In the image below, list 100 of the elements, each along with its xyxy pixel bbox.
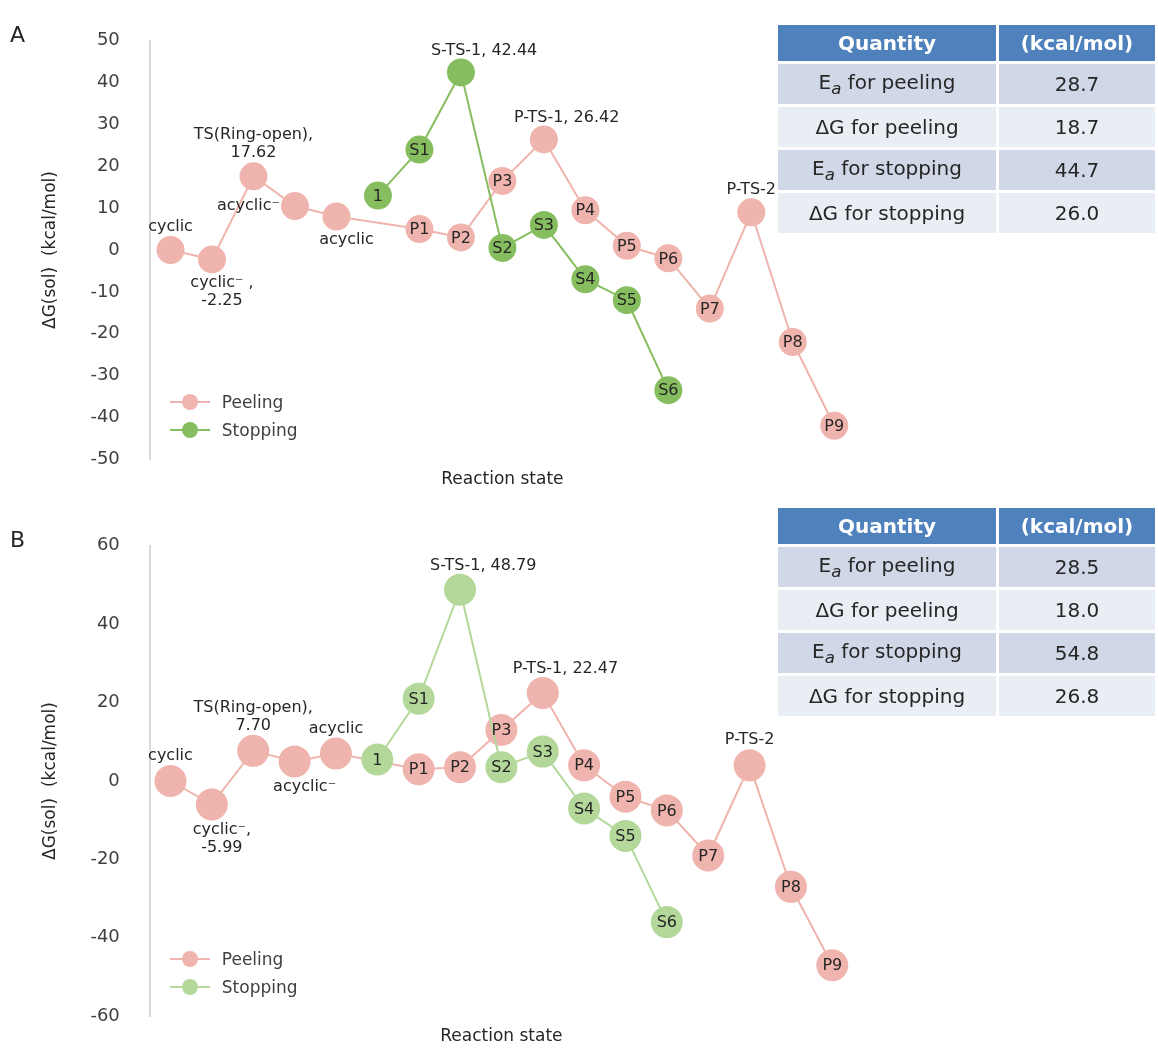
category-label: ΔG for stopping	[778, 676, 996, 716]
data-label: S2	[491, 757, 512, 777]
data-label: P4	[574, 755, 595, 775]
y-tick-label: -60	[90, 1003, 120, 1025]
data-label: P5	[615, 786, 636, 806]
data-label: S-TS-1, 42.44	[430, 39, 538, 59]
data-label: 44.7	[998, 150, 1155, 190]
data-label: S4	[575, 269, 596, 289]
annotation: 1	[372, 749, 383, 769]
data-label: P3	[492, 171, 513, 191]
point	[322, 202, 351, 231]
point	[526, 676, 559, 709]
y-tick-label: 30	[96, 112, 120, 134]
y-tick-label: 10	[96, 195, 120, 217]
point	[444, 573, 477, 606]
annotation: Quantity	[778, 25, 996, 61]
annotation: 1	[372, 185, 384, 205]
point	[319, 737, 352, 770]
point	[237, 734, 270, 767]
point	[733, 749, 766, 782]
data-label: P8	[782, 332, 803, 352]
data-label: 28.5	[998, 547, 1155, 587]
y-tick-label: 40	[96, 70, 120, 92]
point	[280, 192, 309, 221]
data-label: S6	[658, 380, 679, 400]
data-label: P-TS-2	[724, 729, 775, 749]
data-label: S3	[532, 741, 553, 761]
data-label: P-TS-2	[726, 178, 777, 198]
data-label: P9	[822, 955, 843, 975]
point	[154, 765, 187, 797]
data-label: TS(Ring-open), 17.62	[192, 124, 314, 162]
point	[239, 162, 268, 191]
point	[446, 58, 475, 87]
data-label: P-TS-1, 26.42	[513, 106, 620, 126]
y-tick-label: -10	[90, 279, 120, 301]
data-label: P2	[451, 227, 471, 247]
data-label: S4	[573, 798, 595, 818]
point	[529, 125, 558, 154]
data-label: acyclic	[319, 228, 374, 248]
point	[361, 743, 394, 776]
text: Quantity	[778, 508, 996, 544]
data-label: S3	[533, 215, 555, 235]
data-label: P5	[616, 235, 637, 255]
point	[278, 745, 311, 778]
y-tick-label: 20	[96, 153, 120, 175]
data-label: 18.0	[998, 590, 1155, 630]
category-label: E$_{a}$ for stopping	[778, 150, 996, 190]
data-label: P8	[781, 877, 801, 896]
data-label: cyclic⁻ , -2.25	[190, 271, 254, 309]
data-label: 28.7	[998, 64, 1155, 104]
y-tick-label: 20	[96, 690, 120, 712]
category-label: E$_{a}$ for peeling	[778, 64, 996, 104]
y-tick-label: -50	[90, 446, 120, 468]
data-label: S1	[409, 139, 430, 159]
data-label: 26.0	[998, 193, 1155, 233]
data-label: P6	[658, 248, 679, 268]
chart-title: B	[10, 527, 26, 552]
data-label: acyclic⁻	[273, 775, 337, 795]
data-label: P1	[409, 219, 430, 239]
point	[198, 245, 227, 274]
legend-label: Stopping	[221, 420, 298, 441]
category-label: E$_{a}$ for peeling	[778, 547, 996, 587]
chart-title: A	[10, 22, 26, 47]
data-label: cyclic	[148, 745, 193, 765]
data-label: P1	[408, 759, 429, 779]
data-label: P7	[698, 845, 719, 865]
y-tick-label: 0	[108, 768, 120, 790]
y-tick-label: -30	[90, 363, 120, 385]
y-tick-label: -20	[90, 847, 120, 869]
data-label: P4	[575, 200, 596, 220]
x-axis-title: Reaction state	[441, 467, 564, 488]
data-label: P3	[491, 720, 512, 740]
data-label: acyclic⁻	[216, 195, 280, 215]
legend-label: Peeling	[221, 392, 284, 413]
data-label: S5	[616, 290, 638, 310]
data-label: 26.8	[998, 676, 1155, 716]
legend-label: Peeling	[221, 949, 284, 970]
text: (kcal/mol)	[998, 508, 1155, 544]
y-tick-label: 0	[108, 237, 120, 259]
data-label: 54.8	[998, 633, 1155, 673]
data-label: P-TS-1, 22.47	[512, 658, 619, 678]
category-label: ΔG for peeling	[778, 107, 996, 147]
data-label: S2	[492, 238, 513, 258]
y-tick-label: 40	[96, 611, 120, 633]
category-label: ΔG for stopping	[778, 193, 996, 233]
y-axis-title: ΔG(sol) (kcal/mol)	[38, 702, 59, 860]
data-label: P7	[699, 298, 720, 318]
category-label: E$_{a}$ for stopping	[778, 633, 996, 673]
text: (kcal/mol)	[998, 25, 1155, 61]
y-tick-label: -40	[90, 405, 120, 427]
data-label: S5	[615, 826, 636, 846]
data-label: P2	[450, 757, 470, 777]
point	[195, 788, 228, 821]
data-label: S6	[656, 912, 678, 932]
legend-label: Stopping	[221, 977, 298, 998]
point	[156, 236, 185, 264]
data-label: cyclic⁻, -5.99	[192, 818, 251, 856]
point	[737, 198, 766, 227]
data-label: cyclic	[148, 216, 193, 236]
y-tick-label: 60	[96, 533, 120, 555]
